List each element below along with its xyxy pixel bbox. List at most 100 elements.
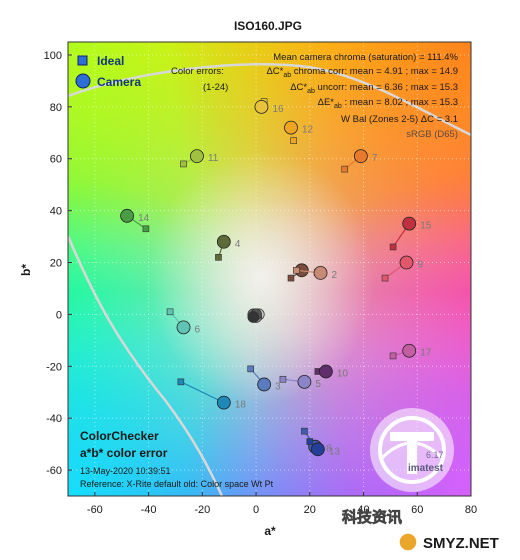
watermark-cn: 科技资讯: [342, 508, 402, 526]
ideal-point-11: [180, 160, 187, 168]
caption-error-type: a*b* color error: [80, 446, 168, 460]
ideal-point-6: [166, 308, 174, 316]
caption-date: 13-May-2020 10:39:51: [80, 466, 171, 476]
plot-background: [68, 42, 471, 496]
legend-ideal-label: Ideal: [97, 54, 124, 68]
chart-title: ISO160.JPG: [234, 19, 302, 33]
caption-reference: Reference: X-Rite default old: Color spa…: [80, 479, 274, 489]
ideal-point-12: [290, 137, 297, 144]
y-tick-label-5: 40: [50, 206, 62, 218]
ideal-point-7: [341, 165, 349, 173]
x-axis-label: a*: [264, 524, 276, 538]
ideal-point-4: [215, 254, 222, 261]
stats-errors-label: Color errors:: [171, 66, 224, 77]
ideal-point-13: [306, 438, 314, 445]
stats-colorspace: sRGB (D65): [406, 129, 458, 140]
gamut-boundary-top: [68, 63, 471, 137]
ideal-point-3: [247, 365, 254, 373]
x-tick-label-4: 20: [304, 504, 316, 516]
caption-colorchecker: ColorChecker: [80, 429, 159, 443]
ideal-point-5: [279, 375, 287, 383]
y-tick-label-0: -60: [46, 465, 62, 477]
error-line-18: [180, 381, 225, 404]
camera-point-13: [310, 442, 325, 457]
caption-block: ColorChecker a*b* color error 13-May-202…: [80, 429, 274, 489]
gamut-boundary-left: [68, 235, 224, 496]
patch-label-9: 9: [418, 260, 424, 271]
stats-block: Mean camera chroma (saturation) = 111.4%…: [171, 52, 459, 140]
x-tick-label-5: 40: [357, 504, 369, 516]
camera-point-16: [254, 99, 269, 114]
camera-point-7: [353, 149, 368, 164]
y-tick-label-8: 100: [44, 50, 62, 62]
x-tick-label-3: 0: [253, 504, 259, 516]
legend-camera-swatch: [75, 73, 91, 89]
patch-label-10: 10: [337, 368, 349, 379]
x-tick-label-0: -60: [87, 504, 103, 516]
camera-point-6: [176, 320, 191, 335]
camera-point-2: [313, 265, 328, 280]
patch-label-8: 8: [326, 444, 332, 455]
legend: Ideal Camera: [75, 54, 141, 89]
ideal-point-15: [389, 243, 397, 251]
camera-point-4: [216, 234, 231, 249]
patch-label-17: 17: [420, 348, 432, 359]
patch-label-15: 15: [420, 221, 432, 232]
patch-label-18: 18: [235, 400, 247, 411]
y-tick-label-1: -40: [46, 413, 62, 425]
patch-label-14: 14: [138, 213, 150, 224]
patch-label-6: 6: [195, 324, 201, 335]
watermark-site: SMYZ.NET: [423, 535, 499, 552]
camera-point-9: [399, 255, 414, 270]
neutral-point-5: [247, 311, 260, 323]
ideal-point-9: [381, 274, 389, 282]
patch-label-7: 7: [372, 153, 378, 164]
ideal-point-14: [142, 225, 150, 233]
patch-label-5: 5: [315, 379, 321, 390]
patch-label-16: 16: [272, 104, 284, 115]
site-watermark: 科技资讯 SMYZ.NET: [342, 508, 499, 552]
x-tick-label-1: -40: [141, 504, 157, 516]
stats-corr: ΔC*ab chroma corr: mean = 4.91 ; max = 1…: [266, 66, 458, 79]
patch-label-13: 13: [329, 446, 341, 457]
stats-chroma: Mean camera chroma (saturation) = 111.4%: [273, 52, 458, 63]
plot-frame: [67, 41, 472, 497]
stats-range-label: (1-24): [203, 82, 228, 93]
stats-uncorr: ΔC*ab uncorr: mean = 6.36 ; max = 15.3: [290, 82, 458, 95]
camera-point-11: [190, 149, 204, 164]
camera-point-10: [319, 364, 333, 379]
stats-white-balance: W Bal (Zones 2-5) ΔC = 3.1: [341, 114, 458, 125]
camera-point-17: [402, 343, 417, 358]
imatest-logo: 6.17 imatest: [370, 408, 454, 492]
watermark-logo: [398, 532, 418, 552]
camera-point-18: [216, 395, 231, 410]
ideal-point-2: [293, 266, 300, 274]
x-tick-label-6: 60: [411, 504, 423, 516]
legend-ideal-swatch: [77, 55, 88, 66]
imatest-wordmark: imatest: [408, 463, 444, 474]
y-axis-label: b*: [19, 264, 33, 276]
patch-label-4: 4: [235, 239, 241, 250]
y-tick-label-3: 0: [56, 309, 62, 321]
y-tick-label-4: 20: [50, 258, 62, 270]
camera-point-3: [257, 377, 272, 392]
x-tick-label-7: 80: [465, 504, 477, 516]
stats-de: ΔE*ab : mean = 8.02 ; max = 15.3: [318, 97, 458, 110]
camera-point-15: [402, 216, 417, 231]
patch-label-3: 3: [275, 381, 281, 392]
data-markers: 123456789101112131415161718: [120, 98, 432, 457]
patch-label-11: 11: [208, 153, 219, 164]
camera-point-14: [120, 208, 135, 223]
y-tick-label-6: 60: [50, 154, 62, 166]
patch-label-12: 12: [302, 125, 314, 136]
x-tick-label-2: -20: [194, 504, 210, 516]
ideal-point-1: [287, 274, 295, 282]
y-tick-label-2: -20: [46, 361, 62, 373]
patch-label-2: 2: [332, 270, 338, 281]
legend-camera-label: Camera: [97, 75, 141, 89]
camera-point-12: [284, 120, 298, 135]
label-6-17: 6.17: [426, 450, 444, 460]
y-tick-label-7: 80: [50, 102, 62, 114]
ideal-point-8: [301, 427, 308, 435]
